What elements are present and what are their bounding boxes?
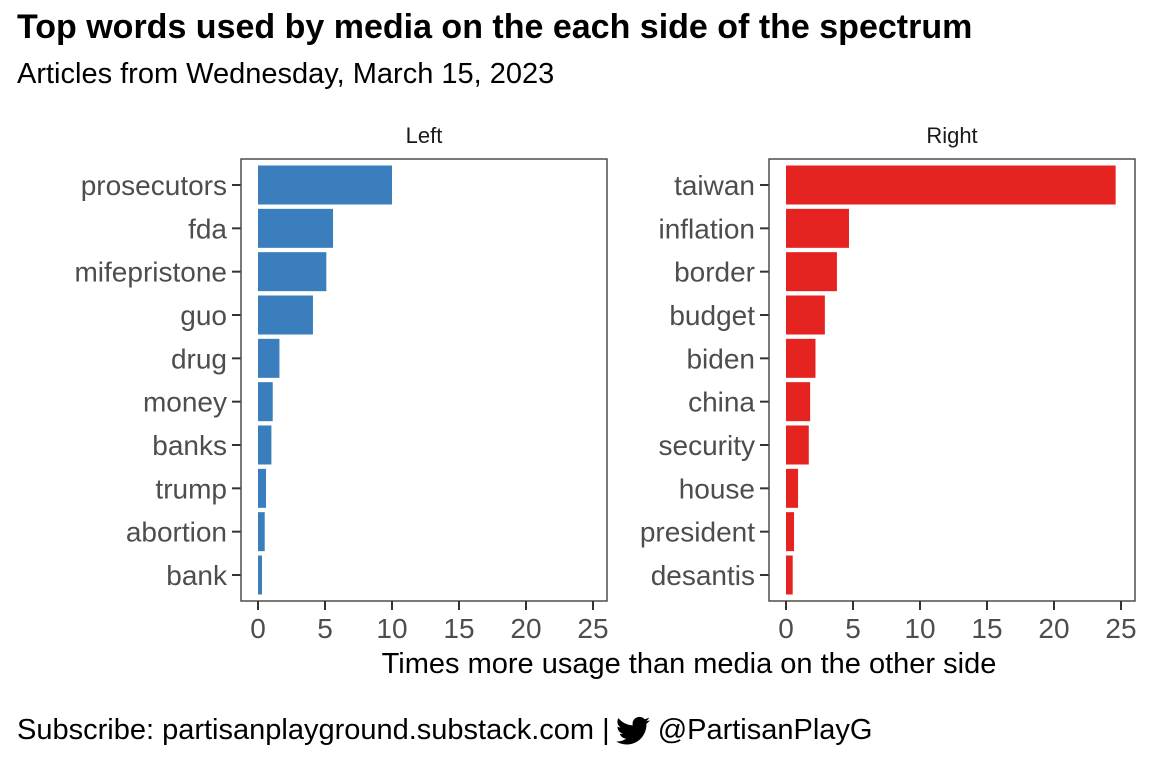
x-tick-label: 10 bbox=[904, 613, 935, 644]
x-tick-label: 5 bbox=[317, 613, 333, 644]
x-tick-label: 15 bbox=[971, 613, 1002, 644]
y-tick-label: fda bbox=[188, 213, 227, 244]
panel-border bbox=[768, 158, 1136, 602]
x-tick-label: 0 bbox=[778, 613, 794, 644]
y-tick-label: taiwan bbox=[674, 170, 755, 201]
bar-mifepristone bbox=[258, 252, 327, 292]
panel-label: Right bbox=[926, 123, 977, 148]
bar-desantis bbox=[786, 555, 793, 595]
x-tick-label: 10 bbox=[376, 613, 407, 644]
bar-inflation bbox=[786, 208, 849, 248]
y-tick-label: desantis bbox=[651, 560, 755, 591]
twitter-handle: @PartisanPlayG bbox=[657, 714, 873, 746]
panel-label: Left bbox=[406, 123, 443, 148]
bar-house bbox=[786, 468, 799, 508]
bar-china bbox=[786, 382, 811, 422]
bar-bank bbox=[258, 555, 263, 595]
bar-security bbox=[786, 425, 809, 465]
y-tick-label: biden bbox=[686, 343, 755, 374]
y-tick-label: banks bbox=[152, 430, 227, 461]
chart-title: Top words used by media on the each side… bbox=[17, 8, 973, 46]
bar-guo bbox=[258, 295, 313, 335]
y-tick-label: inflation bbox=[658, 213, 755, 244]
x-tick-label: 15 bbox=[443, 613, 474, 644]
x-tick-label: 0 bbox=[250, 613, 266, 644]
y-tick-label: mifepristone bbox=[74, 257, 227, 288]
bar-president bbox=[786, 512, 795, 552]
y-tick-label: guo bbox=[180, 300, 227, 331]
twitter-bird-icon bbox=[615, 716, 650, 744]
y-tick-label: money bbox=[143, 387, 227, 418]
y-tick-label: border bbox=[674, 257, 755, 288]
bar-banks bbox=[258, 425, 272, 465]
bar-prosecutors bbox=[258, 165, 392, 205]
panel-right: Right taiwan inflation border budget biden chi… bbox=[640, 123, 1137, 644]
panel-left: Left prosecutors fda mifepristone guo drug mon… bbox=[74, 123, 608, 644]
bar-trump bbox=[258, 468, 267, 508]
footer: Subscribe: partisanplayground.substack.c… bbox=[17, 714, 872, 747]
x-axis-title: Times more usage than media on the other… bbox=[382, 648, 997, 680]
y-tick-label: budget bbox=[669, 300, 755, 331]
y-tick-label: abortion bbox=[126, 517, 227, 548]
x-tick-label: 20 bbox=[510, 613, 541, 644]
y-tick-label: drug bbox=[171, 343, 227, 374]
bar-fda bbox=[258, 208, 334, 248]
panel-border bbox=[240, 158, 608, 602]
bar-biden bbox=[786, 338, 816, 378]
bar-money bbox=[258, 382, 273, 422]
x-tick-label: 25 bbox=[577, 613, 608, 644]
bar-border bbox=[786, 252, 837, 292]
x-tick-label: 25 bbox=[1105, 613, 1136, 644]
x-tick-label: 5 bbox=[845, 613, 861, 644]
bar-budget bbox=[786, 295, 825, 335]
x-tick-label: 20 bbox=[1038, 613, 1069, 644]
chart-subtitle: Articles from Wednesday, March 15, 2023 bbox=[17, 58, 555, 90]
y-tick-label: president bbox=[640, 517, 755, 548]
y-tick-label: trump bbox=[155, 473, 227, 504]
y-tick-label: house bbox=[679, 473, 755, 504]
y-tick-label: prosecutors bbox=[81, 170, 227, 201]
y-tick-label: security bbox=[659, 430, 755, 461]
bar-abortion bbox=[258, 512, 265, 552]
bar-drug bbox=[258, 338, 280, 378]
bar-taiwan bbox=[786, 165, 1116, 205]
faceted-bar-chart: Left prosecutors fda mifepristone guo drug mon… bbox=[74, 123, 1137, 680]
subscribe-text: Subscribe: partisanplayground.substack.c… bbox=[17, 714, 610, 746]
y-tick-label: china bbox=[688, 387, 755, 418]
y-tick-label: bank bbox=[166, 560, 228, 591]
